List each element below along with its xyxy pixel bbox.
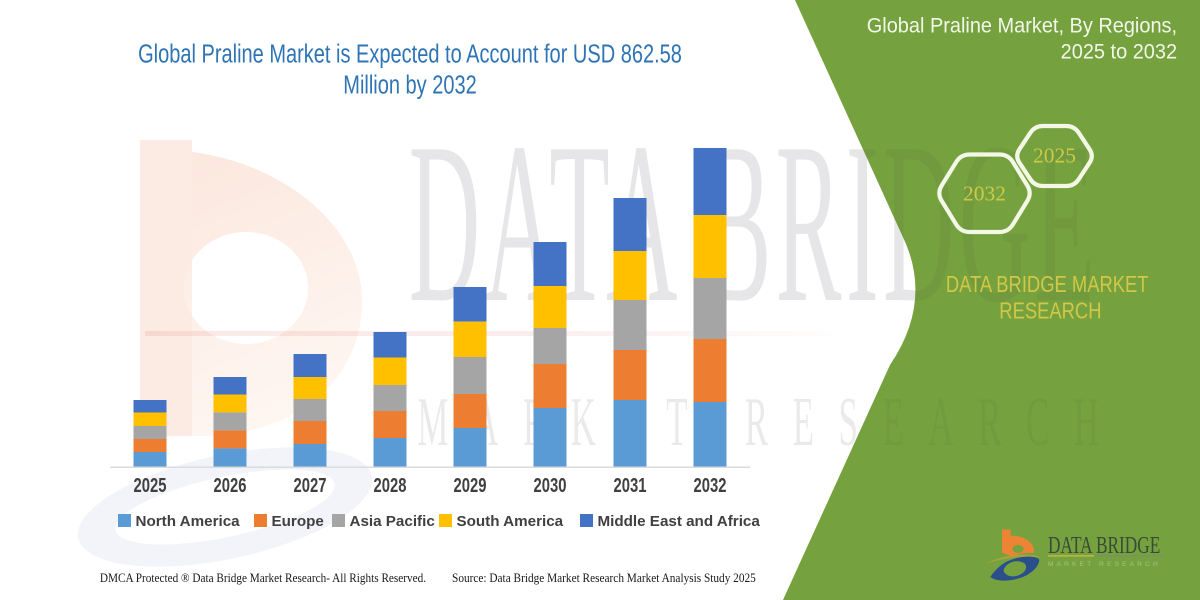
svg-text:Million by 2032: Million by 2032 bbox=[343, 70, 476, 99]
svg-text:DATA BRIDGE: DATA BRIDGE bbox=[409, 96, 1099, 351]
svg-text:South America: South America bbox=[457, 513, 564, 530]
svg-text:2025: 2025 bbox=[134, 474, 167, 497]
svg-text:2030: 2030 bbox=[534, 474, 567, 497]
svg-text:Middle East and Africa: Middle East and Africa bbox=[598, 513, 761, 530]
svg-text:DMCA Protected ® Data Bridge M: DMCA Protected ® Data Bridge Market Rese… bbox=[100, 570, 426, 585]
svg-text:2028: 2028 bbox=[374, 474, 407, 497]
svg-text:Europe: Europe bbox=[272, 513, 324, 530]
svg-text:Source: Data Bridge Market Res: Source: Data Bridge Market Research Mark… bbox=[452, 570, 756, 585]
svg-text:RESEARCH: RESEARCH bbox=[999, 299, 1101, 324]
svg-text:2026: 2026 bbox=[214, 474, 247, 497]
svg-text:2025: 2025 bbox=[1033, 144, 1076, 168]
svg-text:2032: 2032 bbox=[963, 182, 1006, 206]
svg-text:MARKET RESEARCH: MARKET RESEARCH bbox=[417, 383, 1123, 460]
svg-text:DATA BRIDGE MARKET: DATA BRIDGE MARKET bbox=[946, 272, 1149, 297]
svg-text:2025 to 2032: 2025 to 2032 bbox=[1061, 40, 1177, 64]
svg-text:DATA BRIDGE: DATA BRIDGE bbox=[1048, 531, 1160, 559]
svg-text:2031: 2031 bbox=[614, 474, 647, 497]
svg-text:MARKET RESEARCH: MARKET RESEARCH bbox=[1048, 561, 1161, 568]
svg-text:Asia Pacific: Asia Pacific bbox=[350, 513, 435, 530]
svg-text:Global Praline Market, By Regi: Global Praline Market, By Regions, bbox=[867, 14, 1177, 38]
svg-text:North America: North America bbox=[136, 513, 241, 530]
svg-text:2029: 2029 bbox=[454, 474, 487, 497]
svg-text:2027: 2027 bbox=[294, 474, 327, 497]
svg-text:2032: 2032 bbox=[694, 474, 727, 497]
svg-text:Global Praline Market is Expec: Global Praline Market is Expected to Acc… bbox=[138, 39, 682, 68]
